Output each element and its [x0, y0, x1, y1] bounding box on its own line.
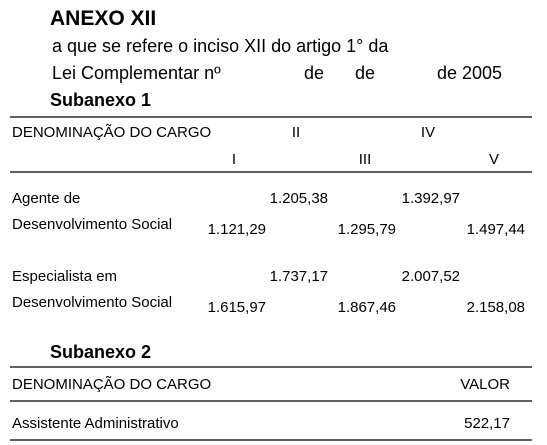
- value: 1.497,44: [467, 221, 525, 238]
- cargo: Agente de: [12, 190, 80, 207]
- value: 1.392,97: [402, 190, 460, 207]
- value: 1.205,38: [270, 190, 328, 207]
- value: 1.295,79: [338, 221, 396, 238]
- column-header: I: [232, 151, 236, 168]
- value: 1.615,97: [208, 299, 266, 316]
- column-header: VALOR: [460, 376, 510, 393]
- value: 2.007,52: [402, 268, 460, 285]
- law-text: Lei Complementar nº: [52, 63, 221, 83]
- cargo: Desenvolvimento Social: [12, 216, 172, 233]
- law-text: de 2005: [437, 63, 502, 83]
- column-header: DENOMINAÇÃO DO CARGO: [12, 376, 211, 393]
- cargo: Desenvolvimento Social: [12, 294, 172, 311]
- value: 1.867,46: [338, 299, 396, 316]
- cargo: Especialista em: [12, 268, 117, 285]
- column-header: III: [359, 151, 372, 168]
- value: 1.121,29: [208, 221, 266, 238]
- column-header: II: [292, 124, 300, 141]
- section-title: Subanexo 2: [50, 342, 151, 362]
- column-header: V: [489, 151, 499, 168]
- section-title: Subanexo 1: [50, 90, 151, 110]
- value: 1.737,17: [270, 268, 328, 285]
- title: ANEXO XII: [50, 7, 156, 30]
- value: 522,17: [464, 415, 510, 432]
- law-text: de: [304, 63, 324, 83]
- cargo: Assistente Administrativo: [12, 415, 179, 432]
- column-header: IV: [421, 124, 435, 141]
- law-text: de: [355, 63, 375, 83]
- column-header: DENOMINAÇÃO DO CARGO: [12, 124, 211, 141]
- value: 2.158,08: [467, 299, 525, 316]
- reference: a que se refere o inciso XII do artigo 1…: [52, 36, 389, 56]
